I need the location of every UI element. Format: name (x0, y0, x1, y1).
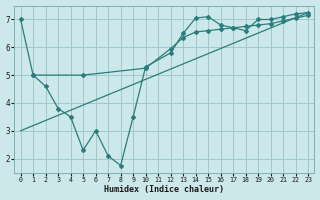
X-axis label: Humidex (Indice chaleur): Humidex (Indice chaleur) (104, 185, 224, 194)
